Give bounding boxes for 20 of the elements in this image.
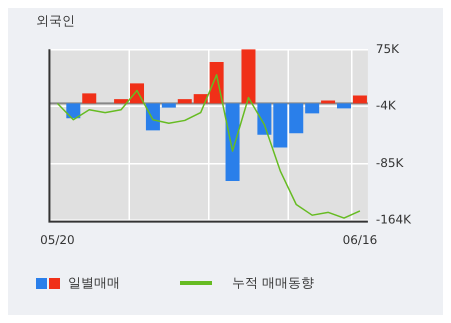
- x-tick-label: 05/20: [40, 232, 75, 247]
- y-tick-label: 75K: [376, 42, 400, 56]
- y-tick-label: -164K: [376, 212, 412, 226]
- bar: [257, 103, 272, 135]
- bar: [241, 49, 256, 104]
- bar: [321, 100, 336, 104]
- y-tick-label: -85K: [376, 156, 404, 170]
- bar: [337, 103, 352, 108]
- bar: [114, 99, 128, 104]
- legend-label: 일별매매: [68, 275, 120, 292]
- y-tick-label: -4K: [376, 98, 397, 112]
- bar: [226, 103, 240, 181]
- bar: [146, 103, 160, 130]
- legend-label: 누적 매매동향: [232, 275, 314, 292]
- bar: [352, 96, 367, 104]
- bar: [82, 93, 96, 104]
- chart-title: 외국인: [35, 13, 76, 31]
- x-tick-label: 06/16: [342, 232, 378, 247]
- bar: [162, 103, 176, 108]
- bar: [305, 103, 320, 114]
